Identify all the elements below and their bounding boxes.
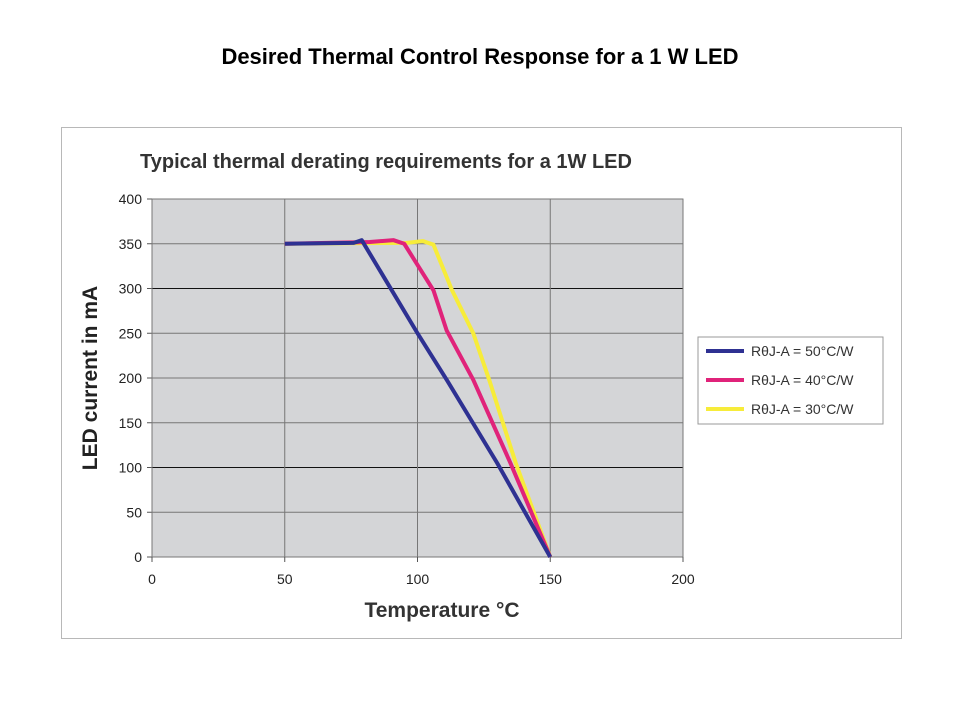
legend-label: RθJ-A = 30°C/W [751,401,854,417]
y-tick-label: 200 [119,370,143,386]
x-tick-label: 150 [539,571,563,587]
y-tick-label: 50 [126,504,142,520]
x-tick-label: 50 [277,571,293,587]
x-axis-label: Temperature °C [364,599,519,622]
x-tick-label: 0 [148,571,156,587]
legend-label: RθJ-A = 40°C/W [751,372,854,388]
y-tick-label: 350 [119,236,143,252]
series-line [284,238,553,558]
y-tick-label: 400 [119,191,143,207]
y-tick-label: 150 [119,415,143,431]
series-line [284,239,553,558]
y-tick-label: 300 [119,281,143,297]
legend-label: RθJ-A = 50°C/W [751,343,854,359]
y-tick-label: 100 [119,460,143,476]
series-line [284,238,552,558]
slide-title: Desired Thermal Control Response for a 1… [221,44,739,69]
chart-title: Typical thermal derating requirements fo… [140,151,632,173]
y-axis-label: LED current in mA [79,286,102,470]
x-tick-label: 100 [406,571,430,587]
y-tick-label: 250 [119,325,143,341]
x-tick-label: 200 [671,571,695,587]
y-tick-label: 0 [134,549,142,565]
